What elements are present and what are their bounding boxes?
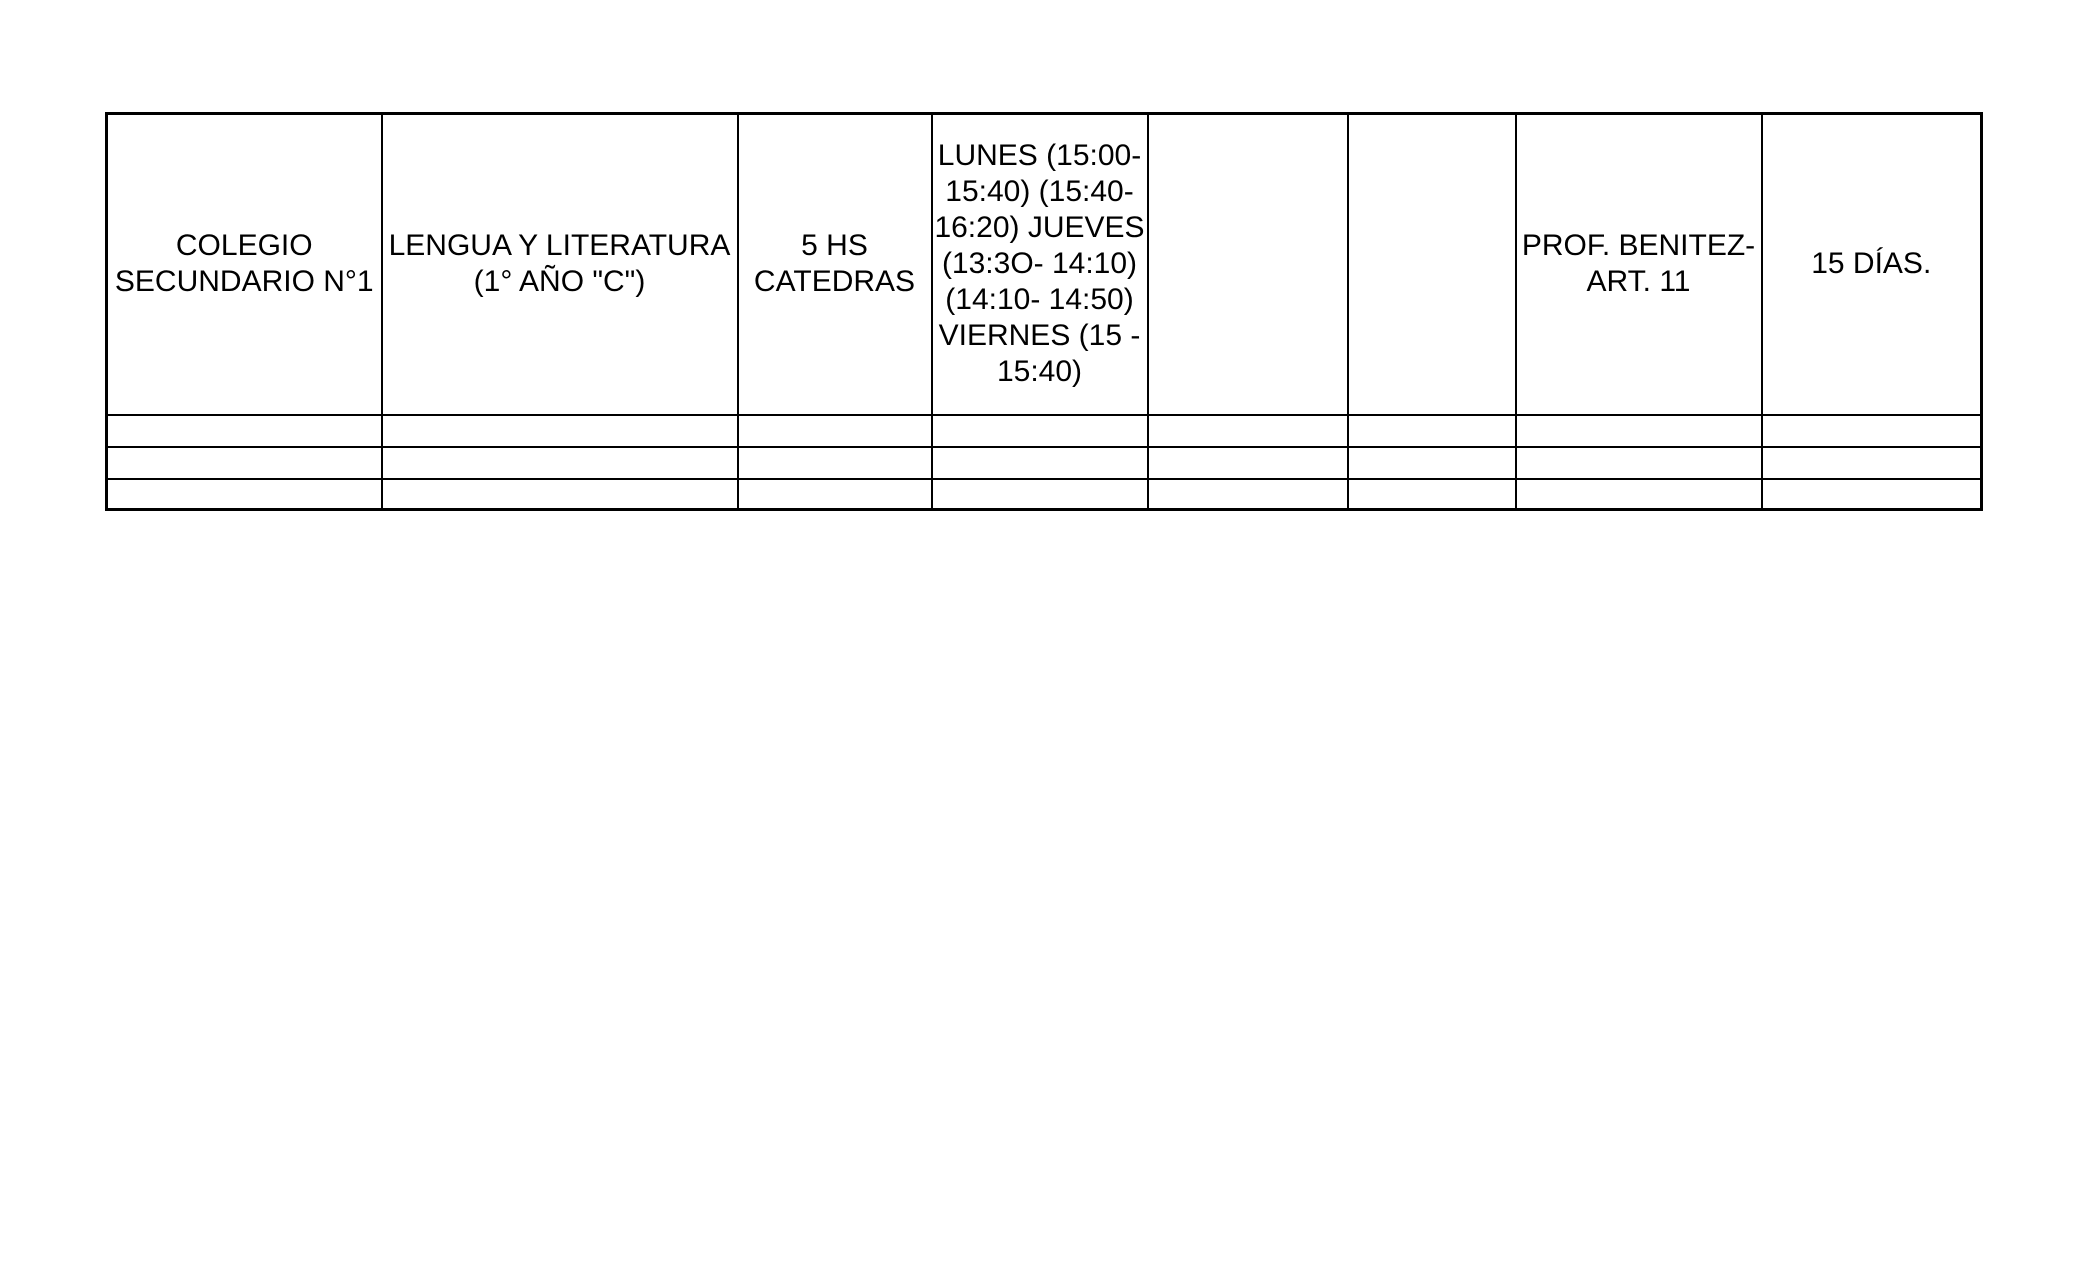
cell-r2-c2[interactable] bbox=[736, 445, 933, 480]
cell-r3-c7[interactable] bbox=[1760, 477, 1983, 511]
cell-r1-c7[interactable] bbox=[1760, 413, 1983, 448]
cell-r2-c5[interactable] bbox=[1346, 445, 1517, 480]
table-row-empty bbox=[105, 413, 1983, 448]
cell-r3-c0[interactable] bbox=[105, 477, 383, 511]
cell-r1-c6[interactable] bbox=[1514, 413, 1763, 448]
table-row-school-record: COLEGIO SECUNDARIO N°1 LENGUA Y LITERATU… bbox=[105, 112, 1983, 416]
cell-r3-c2[interactable] bbox=[736, 477, 933, 511]
cell-r3-c1[interactable] bbox=[380, 477, 739, 511]
cell-r3-c5[interactable] bbox=[1346, 477, 1517, 511]
cell-schedule[interactable]: LUNES (15:00- 15:40) (15:40- 16:20) JUEV… bbox=[930, 112, 1149, 416]
cell-hours[interactable]: 5 HS CATEDRAS bbox=[736, 112, 933, 416]
cell-duration[interactable]: 15 DÍAS. bbox=[1760, 112, 1983, 416]
cell-r2-c1[interactable] bbox=[380, 445, 739, 480]
table-row-empty bbox=[105, 477, 1983, 511]
cell-r2-c0[interactable] bbox=[105, 445, 383, 480]
cell-r1-c1[interactable] bbox=[380, 413, 739, 448]
cell-r2-c3[interactable] bbox=[930, 445, 1149, 480]
cell-r1-c3[interactable] bbox=[930, 413, 1149, 448]
cell-r2-c6[interactable] bbox=[1514, 445, 1763, 480]
cell-r2-c4[interactable] bbox=[1146, 445, 1349, 480]
cell-r2-c7[interactable] bbox=[1760, 445, 1983, 480]
schedule-table: COLEGIO SECUNDARIO N°1 LENGUA Y LITERATU… bbox=[105, 112, 1983, 511]
cell-r3-c3[interactable] bbox=[930, 477, 1149, 511]
cell-r1-c4[interactable] bbox=[1146, 413, 1349, 448]
table-row-empty bbox=[105, 445, 1983, 480]
cell-r3-c6[interactable] bbox=[1514, 477, 1763, 511]
cell-empty-2[interactable] bbox=[1346, 112, 1517, 416]
cell-subject-course[interactable]: LENGUA Y LITERATURA (1° AÑO "C") bbox=[380, 112, 739, 416]
cell-r3-c4[interactable] bbox=[1146, 477, 1349, 511]
cell-professor[interactable]: PROF. BENITEZ- ART. 11 bbox=[1514, 112, 1763, 416]
cell-r1-c5[interactable] bbox=[1346, 413, 1517, 448]
cell-r1-c0[interactable] bbox=[105, 413, 383, 448]
cell-r1-c2[interactable] bbox=[736, 413, 933, 448]
cell-empty-1[interactable] bbox=[1146, 112, 1349, 416]
cell-school-name[interactable]: COLEGIO SECUNDARIO N°1 bbox=[105, 112, 383, 416]
